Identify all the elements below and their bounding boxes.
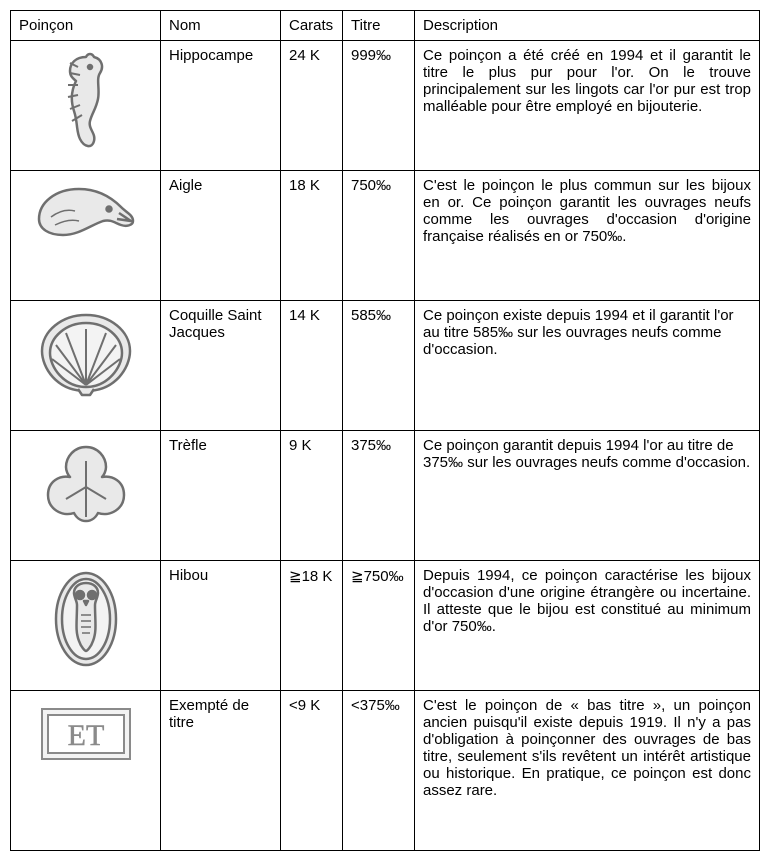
trefle-icon (36, 439, 136, 529)
titre-cell: <375‰ (343, 691, 415, 851)
header-description: Description (415, 11, 760, 41)
description-cell: Ce poinçon a été créé en 1994 et il gara… (415, 41, 760, 171)
table-row: ET Exempté de titre <9 K <375‰ C'est le … (11, 691, 760, 851)
aigle-icon (31, 179, 141, 249)
nom-cell: Exempté de titre (161, 691, 281, 851)
hippocampe-icon (56, 49, 116, 159)
poincon-cell (11, 171, 161, 301)
poincon-cell (11, 301, 161, 431)
nom-cell: Hippocampe (161, 41, 281, 171)
carats-cell: ≧18 K (281, 561, 343, 691)
description-cell: Ce poinçon existe depuis 1994 et il gara… (415, 301, 760, 431)
poincon-cell (11, 41, 161, 171)
titre-cell: 375‰ (343, 431, 415, 561)
header-carats: Carats (281, 11, 343, 41)
carats-cell: <9 K (281, 691, 343, 851)
titre-cell: ≧750‰ (343, 561, 415, 691)
table-row: Hippocampe 24 K 999‰ Ce poinçon a été cr… (11, 41, 760, 171)
poincon-cell (11, 561, 161, 691)
poincon-cell (11, 431, 161, 561)
carats-cell: 24 K (281, 41, 343, 171)
carats-cell: 9 K (281, 431, 343, 561)
nom-cell: Aigle (161, 171, 281, 301)
table-row: Hibou ≧18 K ≧750‰ Depuis 1994, ce poinço… (11, 561, 760, 691)
table-row: Coquille Saint Jacques 14 K 585‰ Ce poin… (11, 301, 760, 431)
nom-cell: Coquille Saint Jacques (161, 301, 281, 431)
hibou-icon (51, 569, 121, 669)
table-header-row: Poinçon Nom Carats Titre Description (11, 11, 760, 41)
description-cell: C'est le poinçon de « bas titre », un po… (415, 691, 760, 851)
table-row: Aigle 18 K 750‰ C'est le poinçon le plus… (11, 171, 760, 301)
header-poincon: Poinçon (11, 11, 161, 41)
description-cell: C'est le poinçon le plus commun sur les … (415, 171, 760, 301)
et-icon: ET (36, 699, 136, 769)
carats-cell: 18 K (281, 171, 343, 301)
coquille-icon (36, 309, 136, 399)
table-row: Trèfle 9 K 375‰ Ce poinçon garantit depu… (11, 431, 760, 561)
titre-cell: 585‰ (343, 301, 415, 431)
titre-cell: 750‰ (343, 171, 415, 301)
titre-cell: 999‰ (343, 41, 415, 171)
description-cell: Ce poinçon garantit depuis 1994 l'or au … (415, 431, 760, 561)
nom-cell: Trèfle (161, 431, 281, 561)
description-cell: Depuis 1994, ce poinçon caractérise les … (415, 561, 760, 691)
poincon-cell: ET (11, 691, 161, 851)
svg-text:ET: ET (67, 719, 104, 752)
nom-cell: Hibou (161, 561, 281, 691)
header-titre: Titre (343, 11, 415, 41)
poincons-table: Poinçon Nom Carats Titre Description Hip… (10, 10, 760, 851)
carats-cell: 14 K (281, 301, 343, 431)
header-nom: Nom (161, 11, 281, 41)
